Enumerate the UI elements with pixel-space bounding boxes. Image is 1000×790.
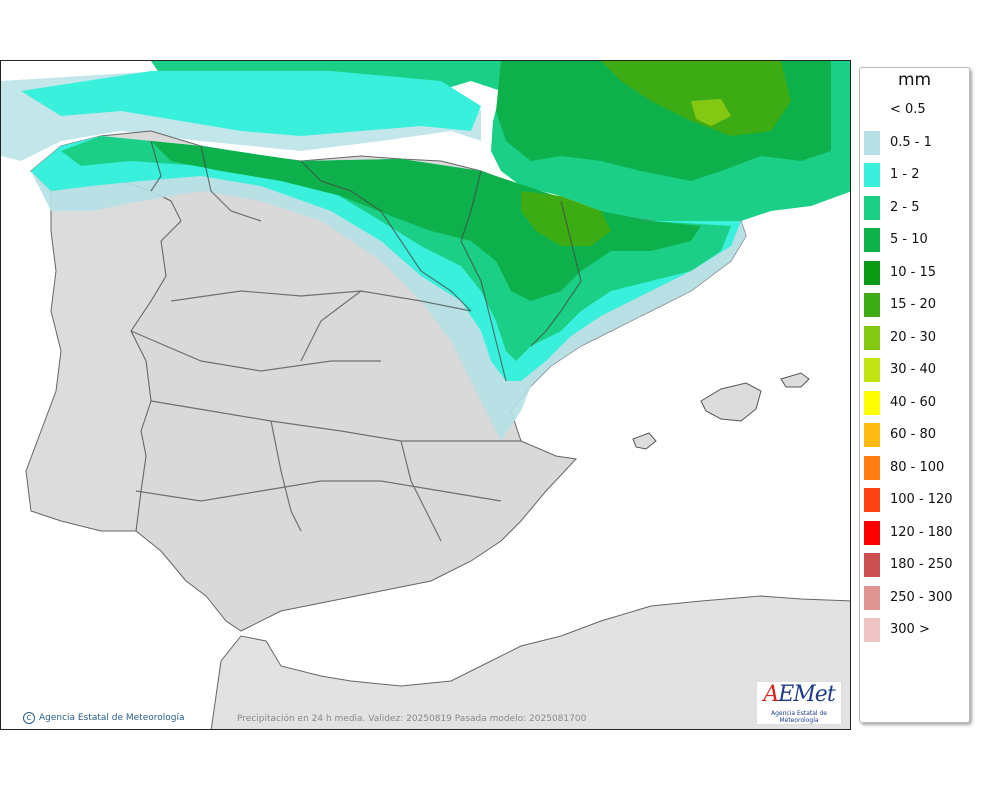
legend-swatch	[864, 520, 880, 545]
legend-label: 250 - 300	[890, 589, 953, 605]
precipitation-map	[1, 61, 850, 729]
ibiza	[632, 432, 657, 450]
legend-item: 40 - 60	[860, 390, 969, 415]
legend-item: 120 - 180	[860, 520, 969, 545]
legend-label: 80 - 100	[890, 459, 945, 475]
legend-swatch	[864, 195, 880, 220]
france-heaviest-zone	[691, 99, 731, 126]
legend-item: 15 - 20	[860, 293, 969, 317]
legend-label: 5 - 10	[890, 232, 928, 247]
north-spain-rain-very-heavy	[151, 141, 701, 301]
legend-label: 40 - 60	[890, 394, 937, 410]
legend-label: 120 - 180	[890, 524, 953, 540]
aemet-logo-word: AEMet	[763, 682, 835, 707]
legend-swatch	[864, 260, 880, 285]
legend-item: 10 - 15	[860, 260, 969, 285]
legend-item: 2 - 5	[860, 195, 969, 220]
legend-item: 30 - 40	[860, 358, 969, 382]
copyright-icon: C	[23, 712, 35, 724]
legend-swatch	[864, 390, 880, 415]
legend-label: 30 - 40	[890, 362, 937, 377]
legend-item: 300 >	[860, 618, 969, 642]
legend-panel: mm < 0.5 0.5 - 1 1 - 2 2 - 5 5 - 10 10 - 15 15…	[859, 67, 970, 723]
legend-label: 10 - 15	[890, 264, 937, 280]
credit-label: Agencia Estatal de Meteorología	[39, 713, 185, 723]
aemet-logo: AEMet Agencia Estatal de Meteorología	[756, 681, 842, 725]
legend-swatch	[864, 585, 880, 610]
biscay-rain-moderate	[21, 71, 481, 136]
legend-swatch	[864, 228, 880, 252]
region-borders	[130, 140, 582, 542]
legend-label: 1 - 2	[890, 167, 920, 182]
legend-swatch	[864, 455, 880, 480]
legend-item: 0.5 - 1	[860, 130, 969, 155]
legend-item: 250 - 300	[860, 585, 969, 610]
legend-swatch	[864, 293, 880, 317]
legend-item: < 0.5	[860, 98, 969, 122]
legend-item: 5 - 10	[860, 228, 969, 252]
menorca	[780, 372, 810, 388]
portugal-land	[25, 180, 182, 532]
legend-unit: mm	[897, 70, 932, 90]
legend-item: 60 - 80	[860, 423, 969, 447]
map-caption: Precipitación en 24 h media. Validez: 20…	[237, 714, 587, 724]
legend-label: 0.5 - 1	[890, 134, 932, 150]
legend-swatch	[864, 618, 880, 642]
legend-label: 20 - 30	[890, 329, 937, 345]
africa-land	[210, 595, 850, 729]
credit-text: C Agencia Estatal de Meteorología	[23, 712, 185, 724]
legend-label: 180 - 250	[890, 557, 953, 572]
legend-swatch	[864, 163, 880, 187]
legend-swatch	[864, 553, 880, 577]
legend-swatch	[864, 98, 880, 122]
legend-swatch	[864, 325, 880, 350]
legend-label: 60 - 80	[890, 427, 937, 442]
north-spain-rain-heavy	[61, 136, 731, 361]
france-heavy-zone	[601, 61, 791, 136]
legend-item: 180 - 250	[860, 553, 969, 577]
legend-swatch	[864, 423, 880, 447]
legend-item: 20 - 30	[860, 325, 969, 350]
legend-item: 100 - 120	[860, 488, 969, 512]
legend-swatch	[864, 358, 880, 382]
map-panel[interactable]: C Agencia Estatal de Meteorología Precip…	[0, 60, 851, 730]
legend-label: 100 - 120	[890, 492, 953, 507]
pyrenees-rain-max	[521, 191, 611, 246]
legend-swatch	[864, 488, 880, 512]
legend-item: 80 - 100	[860, 455, 969, 480]
legend-label: 15 - 20	[890, 297, 937, 312]
mallorca	[700, 382, 762, 422]
legend-item: 1 - 2	[860, 163, 969, 187]
legend-label: < 0.5	[890, 102, 926, 117]
legend-swatch	[864, 130, 880, 155]
legend-label: 2 - 5	[890, 199, 920, 215]
aemet-logo-subtitle: Agencia Estatal de Meteorología	[770, 710, 827, 724]
legend-label: 300 >	[890, 622, 930, 637]
